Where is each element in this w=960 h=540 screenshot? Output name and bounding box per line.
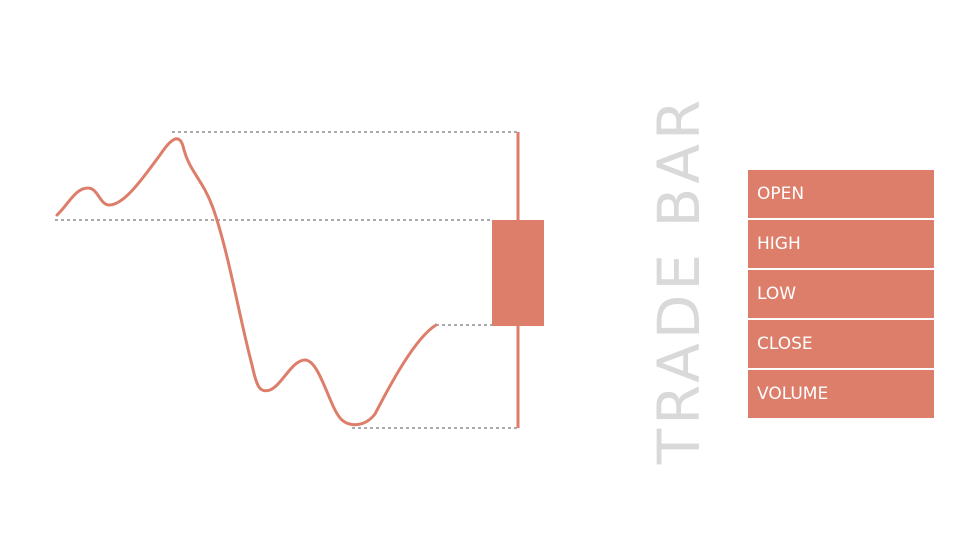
field-open: OPEN — [748, 170, 934, 218]
field-list: OPEN HIGH LOW CLOSE VOLUME — [748, 170, 934, 420]
candle-body — [492, 220, 544, 326]
price-path — [55, 137, 438, 427]
field-high: HIGH — [748, 220, 934, 268]
field-low: LOW — [748, 270, 934, 318]
field-close: CLOSE — [748, 320, 934, 368]
slide-title: TRADE BAR — [645, 95, 713, 465]
field-volume: VOLUME — [748, 370, 934, 418]
